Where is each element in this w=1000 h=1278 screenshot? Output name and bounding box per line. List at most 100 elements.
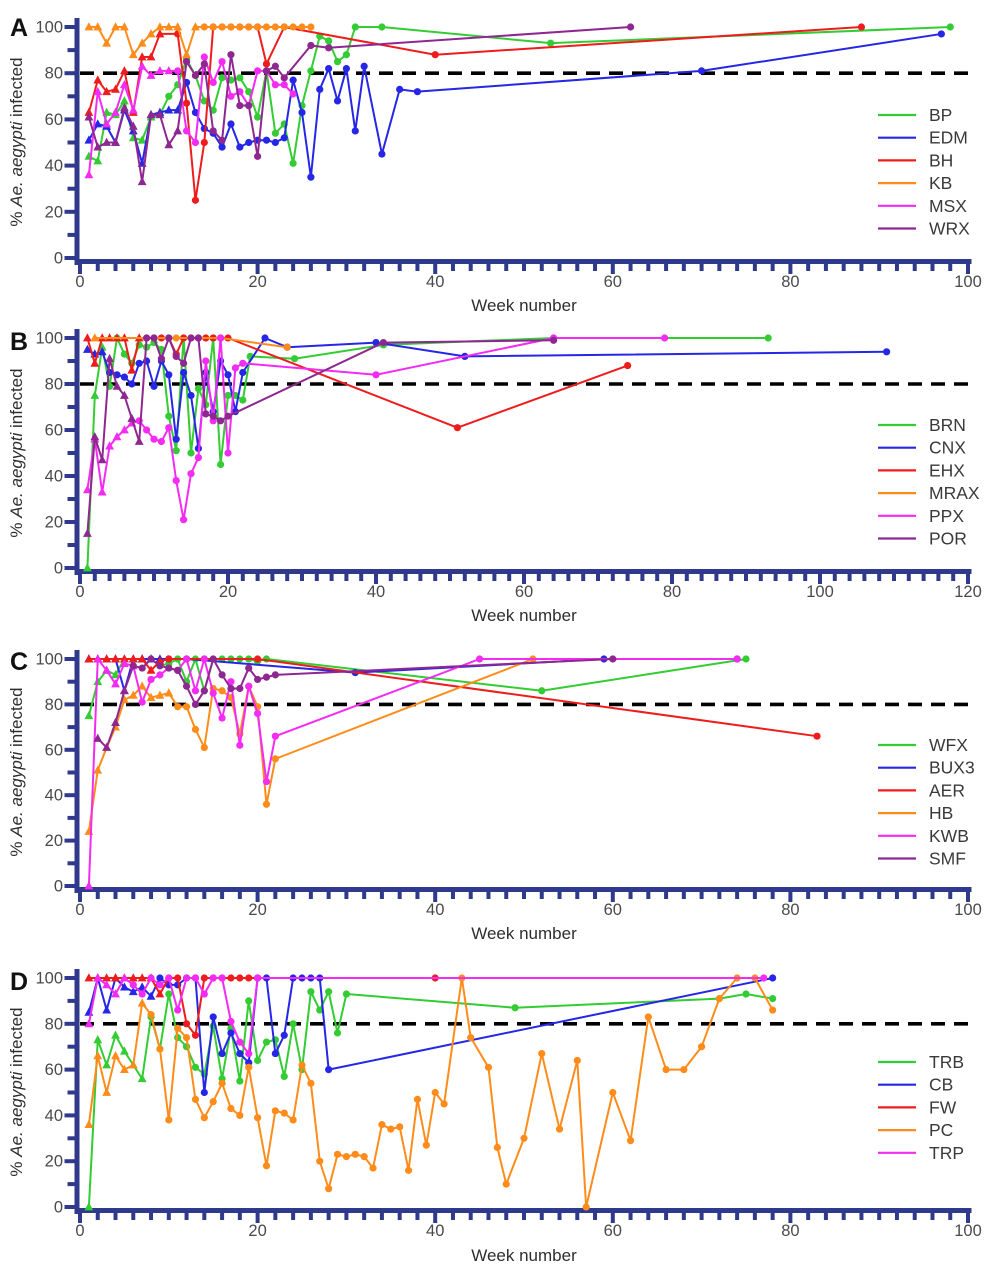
marker-triangle-WRX <box>102 137 112 146</box>
x-tick <box>78 574 82 584</box>
x-tick <box>78 1213 82 1223</box>
x-axis-B <box>74 569 972 574</box>
x-tick-label: 80 <box>781 273 799 291</box>
y-tick <box>64 884 75 888</box>
y-tick-label: 100 <box>35 970 63 988</box>
marker-circle-BP <box>245 88 253 96</box>
marker-circle-POR <box>550 336 558 344</box>
marker-triangle-CNX <box>97 347 107 356</box>
x-axis-title-d: Week number <box>471 1246 577 1265</box>
marker-triangle-KB <box>191 22 200 31</box>
marker-circle-PC <box>245 1063 253 1071</box>
x-tick <box>107 574 112 581</box>
marker-circle-WRX <box>271 62 279 70</box>
marker-triangle-AER <box>102 654 112 663</box>
marker-circle-WRX <box>245 101 253 110</box>
marker-circle-MSX <box>289 90 297 98</box>
x-tick-label: 80 <box>663 583 681 601</box>
marker-circle-MSX <box>191 138 200 147</box>
marker-circle-EDM <box>262 136 271 144</box>
marker-circle-TRP <box>245 1049 253 1058</box>
marker-circle-BP <box>547 39 555 47</box>
marker-triangle-KB <box>155 22 165 31</box>
x-tick <box>788 892 793 902</box>
x-tick <box>379 892 384 899</box>
marker-circle-PC <box>254 1114 262 1122</box>
marker-triangle-KB <box>84 22 94 31</box>
marker-circle-TRB <box>254 1056 262 1065</box>
x-tick <box>551 574 556 581</box>
x-tick <box>892 574 896 581</box>
marker-triangle-PC <box>84 1119 94 1128</box>
x-tick <box>166 892 171 899</box>
series-line-HB <box>87 658 534 833</box>
marker-circle-SMF <box>236 684 244 693</box>
marker-circle-EHX <box>453 424 461 432</box>
marker-triangle-BH <box>93 75 103 84</box>
marker-circle-BH <box>857 23 866 31</box>
marker-triangle-BH <box>137 52 147 61</box>
marker-circle-BP <box>165 92 173 100</box>
marker-triangle-EDM <box>93 119 103 128</box>
marker-triangle-PC <box>102 1087 112 1096</box>
x-tick <box>184 264 189 271</box>
x-tick <box>450 892 455 899</box>
marker-circle-SMF <box>129 662 137 670</box>
legend-label-PPX: PPX <box>929 506 964 526</box>
marker-triangle-TRB <box>102 1060 112 1069</box>
marker-triangle-HB <box>93 765 103 774</box>
marker-circle-WFX <box>742 655 750 663</box>
marker-circle-POR <box>143 334 151 342</box>
marker-circle-KWB <box>262 777 271 786</box>
marker-triangle-MSX <box>128 105 138 114</box>
marker-circle-FW <box>227 974 235 982</box>
marker-circle-SMF <box>200 687 208 695</box>
y-tick-label: 0 <box>54 250 63 268</box>
x-tick <box>930 1213 935 1220</box>
x-tick <box>95 892 100 899</box>
x-tick <box>655 574 660 581</box>
marker-circle-KB <box>280 23 288 31</box>
marker-triangle-TRP <box>93 973 103 982</box>
x-tick <box>397 892 402 899</box>
marker-circle-PC <box>413 1095 422 1103</box>
x-tick <box>202 264 207 271</box>
marker-triangle-PPX <box>105 441 114 450</box>
x-tick-label: 80 <box>781 901 799 919</box>
marker-circle-EDM <box>271 138 279 147</box>
marker-triangle-TRP <box>111 989 120 998</box>
marker-triangle-HB <box>155 690 165 699</box>
marker-circle-CNX <box>128 380 136 388</box>
marker-triangle-TRP <box>102 980 112 989</box>
x-tick <box>625 574 630 581</box>
marker-circle-POR <box>157 355 165 363</box>
marker-triangle-SMF <box>102 742 112 751</box>
x-tick <box>539 892 544 899</box>
marker-circle-TRP <box>129 981 137 989</box>
marker-triangle-BRN <box>90 390 100 399</box>
x-tick <box>699 892 704 899</box>
y-tick <box>64 209 75 214</box>
marker-triangle-AER <box>155 656 165 665</box>
marker-circle-FW <box>236 974 244 982</box>
marker-circle-TRB <box>236 1077 244 1085</box>
marker-triangle-MSX <box>155 66 165 75</box>
marker-circle-CB <box>236 1049 244 1058</box>
marker-triangle-PPX <box>83 485 92 494</box>
marker-circle-MSX <box>227 92 235 100</box>
marker-circle-BP <box>200 97 208 105</box>
marker-circle-TRP <box>174 1006 182 1014</box>
marker-circle-EDM <box>245 138 253 147</box>
marker-triangle-TRP <box>84 1019 94 1028</box>
y-tick <box>67 94 75 99</box>
x-tick-label: 20 <box>219 583 237 601</box>
marker-circle-MRAX <box>172 334 180 342</box>
x-tick <box>240 574 245 581</box>
marker-circle-WRX <box>227 51 235 59</box>
y-tick <box>67 48 75 53</box>
marker-circle-BRN <box>194 385 202 393</box>
x-tick <box>906 574 911 581</box>
marker-circle-WRX <box>307 41 315 50</box>
x-tick <box>966 574 970 584</box>
marker-circle-MSX <box>200 53 208 61</box>
